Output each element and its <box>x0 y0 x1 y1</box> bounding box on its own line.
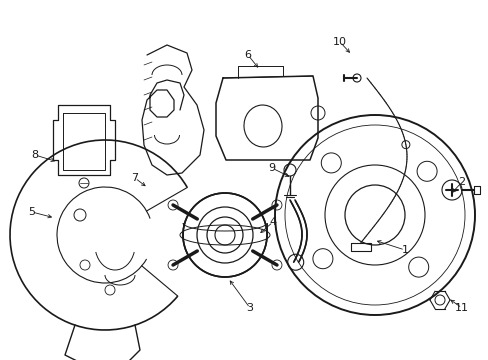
Circle shape <box>183 193 266 277</box>
Text: 7: 7 <box>131 173 138 183</box>
Text: 1: 1 <box>401 245 407 255</box>
Text: 11: 11 <box>454 303 468 313</box>
Text: 5: 5 <box>28 207 36 217</box>
Text: 4: 4 <box>269 217 276 227</box>
Text: 6: 6 <box>244 50 251 60</box>
Text: 8: 8 <box>31 150 39 160</box>
Text: 10: 10 <box>332 37 346 47</box>
Text: 9: 9 <box>268 163 275 173</box>
Text: 2: 2 <box>458 177 465 187</box>
Text: 3: 3 <box>246 303 253 313</box>
